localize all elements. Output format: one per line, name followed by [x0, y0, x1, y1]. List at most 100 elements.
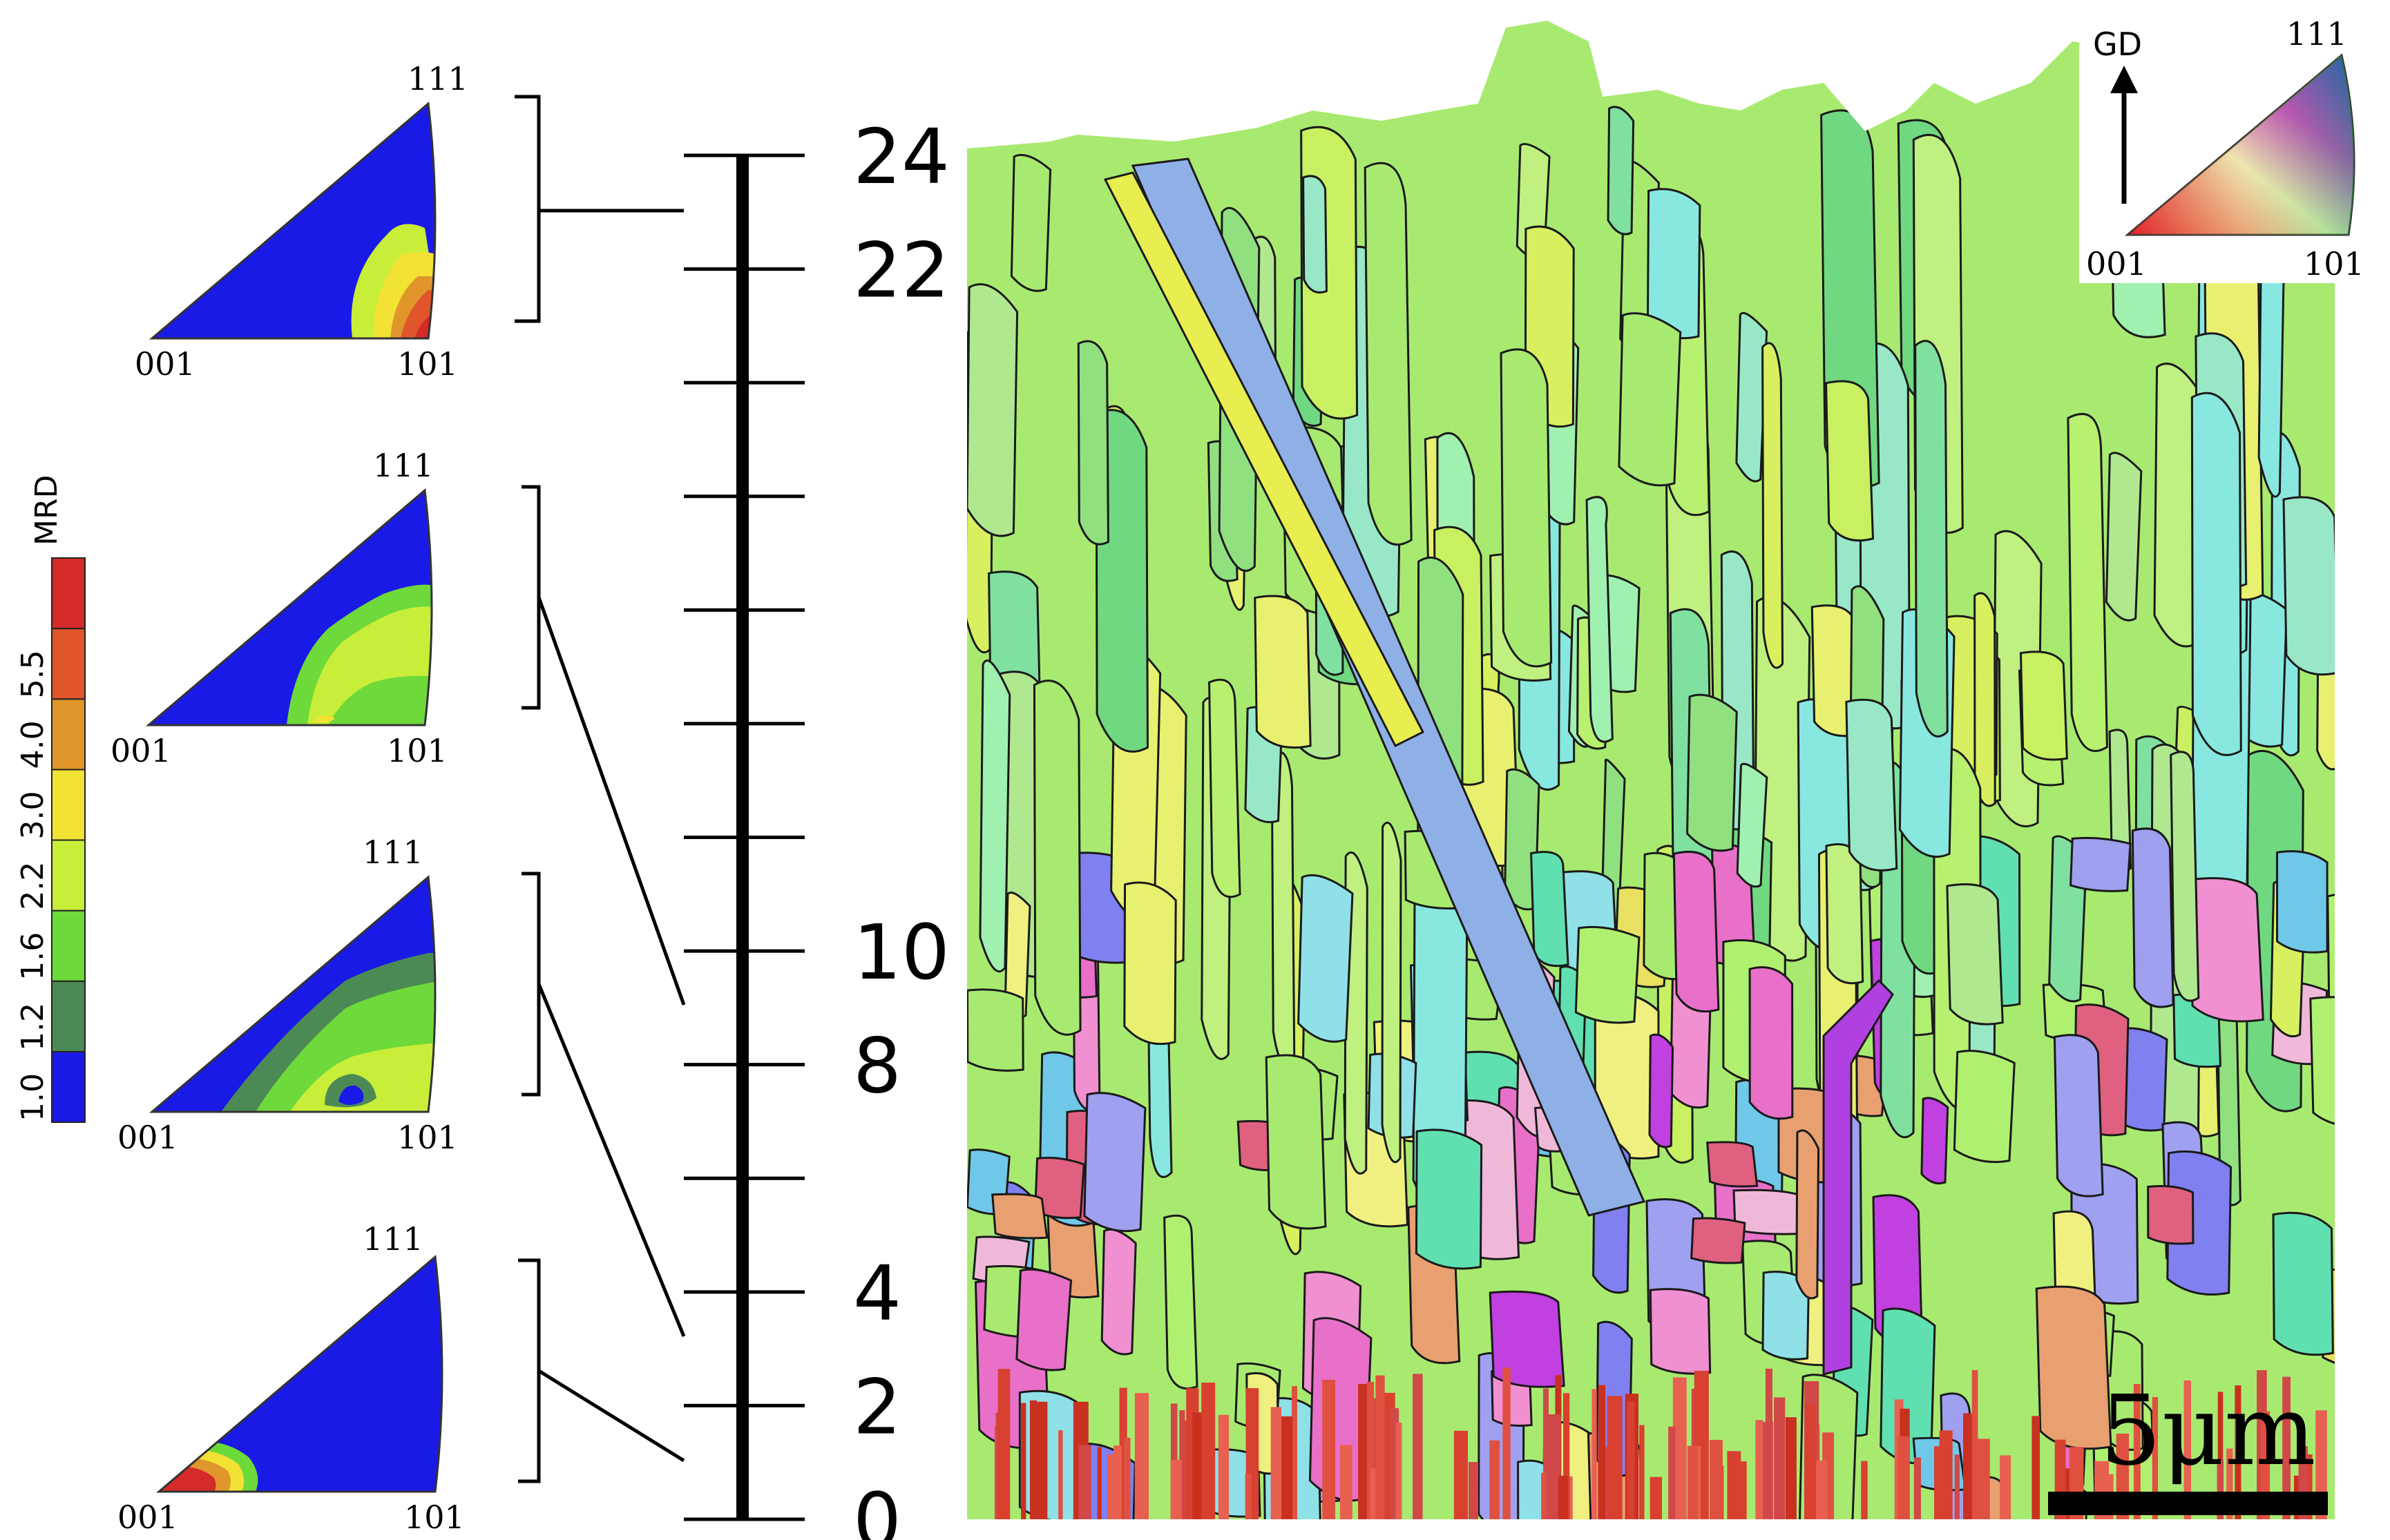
pf3-left-label: 001 [117, 1119, 178, 1156]
ebsd-grain [1735, 311, 1768, 483]
ebsd-base-grain [1179, 1410, 1185, 1519]
ebsd-grain [1920, 1097, 1949, 1185]
pf2-right-label: 101 [387, 732, 448, 769]
ebsd-base-grain [1119, 1387, 1127, 1519]
ebsd-grain [2309, 996, 2335, 1128]
ebsd-base-grain [1339, 1445, 1352, 1519]
ebsd-grain [1736, 762, 1768, 888]
ipf-legend-direction: GD [2093, 26, 2142, 63]
height-axis-label: 8 [853, 1022, 901, 1110]
ebsd-base-grain [1395, 1422, 1402, 1519]
ebsd-grain [1795, 1129, 1820, 1300]
ebsd-grain [2067, 412, 2108, 752]
height-axis-labels: 24 22 10 8 4 2 0 [853, 113, 950, 1540]
colorbar-swatch [51, 839, 86, 912]
ebsd-grain [1825, 380, 1875, 542]
colorbar-tick-label: 1.6 [15, 932, 50, 981]
ebsd-grain [1381, 822, 1402, 1164]
ebsd-base-grain [1097, 1447, 1102, 1519]
pf2-left-label: 001 [111, 732, 171, 769]
ebsd-grain [1914, 340, 1949, 738]
ebsd-grain [1302, 175, 1328, 294]
ebsd-grain [2131, 827, 2174, 1008]
pole-figure-3: 111 001 101 [117, 834, 458, 1156]
pf1-left-label: 001 [135, 345, 195, 383]
height-axis: 24 22 10 8 4 2 0 [684, 113, 950, 1540]
ebsd-grain [967, 283, 1019, 537]
ebsd-grain [1010, 153, 1052, 292]
ebsd-grain [2188, 877, 2264, 1023]
ebsd-base-grain [1413, 1374, 1423, 1519]
colorbar-swatch [51, 980, 86, 1052]
gd-arrow-head [2110, 66, 2138, 93]
colorbar-swatch [51, 1050, 86, 1123]
colorbar-swatch [51, 698, 86, 771]
ebsd-grain [1208, 678, 1241, 898]
ebsd-base-grain [1468, 1462, 1479, 1519]
ebsd-base-grain [1774, 1397, 1786, 1519]
ebsd-grain [1607, 106, 1635, 235]
ebsd-grain [1500, 348, 1553, 668]
colorbar-swatch [51, 557, 86, 630]
ebsd-base-grain [1672, 1377, 1687, 1519]
ebsd-grain [1254, 595, 1312, 749]
colorbar-swatch [51, 769, 86, 841]
pf4-top-label: 111 [363, 1220, 423, 1258]
ebsd-base-grain [2282, 1376, 2291, 1519]
ebsd-base-grain [1322, 1380, 1336, 1519]
ebsd-base-grain [1218, 1414, 1230, 1519]
pf3-right-label: 101 [397, 1119, 458, 1156]
ebsd-base-grain [1058, 1430, 1063, 1519]
ebsd-grain [1364, 162, 1413, 546]
ebsd-grain [1489, 1290, 1565, 1388]
pf1-right-label: 101 [397, 345, 458, 383]
brackets [515, 95, 686, 1483]
ebsd-grain [1706, 1141, 1759, 1188]
ebsd-base-grain [2217, 1460, 2224, 1519]
ebsd-grain [1618, 312, 1682, 487]
pf2-top-label: 111 [373, 447, 434, 484]
ebsd-base-grain [1547, 1414, 1561, 1519]
ipf-legend-left: 001 [2086, 245, 2147, 282]
twin-band-2 [1103, 171, 1425, 748]
ebsd-base-grain [2152, 1397, 2159, 1519]
pole-figure-1: 111 001 101 [135, 60, 468, 383]
ebsd-base-grain [1375, 1375, 1385, 1519]
colorbar-tick-label: 2.2 [15, 862, 50, 910]
colorbar-tick-labels: 1.0 1.2 1.6 2.2 3.0 4.0 5.5 [15, 650, 50, 1122]
ebsd-grain [1946, 883, 2004, 1026]
ebsd-base-grain [1934, 1446, 1949, 1519]
ebsd-base-grain [1639, 1425, 1645, 1519]
bracket-1 [515, 95, 541, 323]
ebsd-base-grain [1897, 1436, 1910, 1519]
ebsd-grain [1646, 188, 1701, 340]
ebsd-grain [1083, 1092, 1147, 1233]
ebsd-grain [2035, 1285, 2112, 1450]
pf4-right-label: 101 [404, 1499, 465, 1536]
ebsd-grain [2276, 850, 2329, 954]
ebsd-base-grain [1804, 1404, 1815, 1519]
ebsd-grain [1095, 409, 1149, 753]
ebsd-grain [1649, 1288, 1712, 1375]
colorbar-tick-label: 1.2 [15, 1003, 50, 1051]
ebsd-grain [1530, 851, 1569, 968]
bracket-2 [522, 485, 541, 710]
ebsd-grain [2166, 1151, 2233, 1296]
ebsd-grain [1123, 881, 1177, 1046]
ebsd-grain [2053, 1034, 2104, 1197]
ebsd-base-grain [1033, 1401, 1048, 1519]
colorbar-swatches [51, 557, 86, 1123]
ebsd-grain [1415, 1128, 1483, 1270]
mrd-colorbar: MRD 1.0 1.2 1.6 2.2 3.0 4.0 5.5 [15, 475, 86, 1123]
ebsd-base-grain [1687, 1445, 1698, 1519]
ebsd-base-grain [1963, 1413, 1973, 1519]
ebsd-grain [1077, 340, 1109, 546]
ebsd-grain [1686, 693, 1738, 852]
ipf-legend: GD 111 001 101 [2079, 14, 2369, 283]
ebsd-grain [2019, 651, 2068, 761]
ebsd-grain [1748, 966, 1794, 1120]
ebsd-base-grain [2226, 1448, 2233, 1519]
connector-4 [537, 1369, 685, 1463]
colorbar-swatch [51, 909, 86, 982]
ebsd-base-grain [1709, 1440, 1723, 1519]
